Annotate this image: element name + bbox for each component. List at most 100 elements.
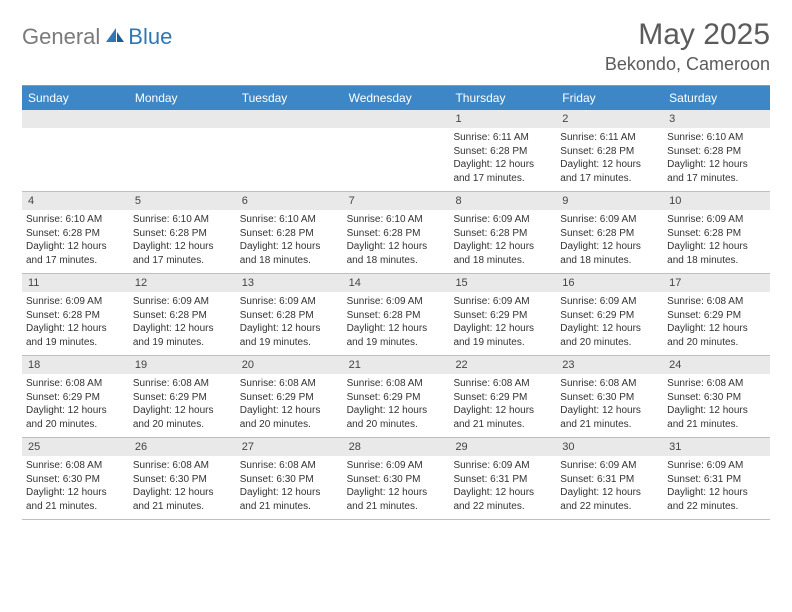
day-number <box>343 110 450 128</box>
dow-saturday: Saturday <box>663 86 770 110</box>
sunrise-line: Sunrise: 6:10 AM <box>133 213 232 227</box>
sunset-line: Sunset: 6:31 PM <box>453 473 552 487</box>
daylight-line: Daylight: 12 hours <box>453 404 552 418</box>
week-row: 25Sunrise: 6:08 AMSunset: 6:30 PMDayligh… <box>22 438 770 520</box>
daylight-line: and 18 minutes. <box>347 254 446 268</box>
daylight-line: and 21 minutes. <box>133 500 232 514</box>
day-number: 14 <box>343 274 450 292</box>
sunset-line: Sunset: 6:30 PM <box>667 391 766 405</box>
week-row: 1Sunrise: 6:11 AMSunset: 6:28 PMDaylight… <box>22 110 770 192</box>
day-cell: 26Sunrise: 6:08 AMSunset: 6:30 PMDayligh… <box>129 438 236 519</box>
daylight-line: and 18 minutes. <box>240 254 339 268</box>
week-row: 18Sunrise: 6:08 AMSunset: 6:29 PMDayligh… <box>22 356 770 438</box>
daylight-line: and 19 minutes. <box>26 336 125 350</box>
daylight-line: Daylight: 12 hours <box>453 158 552 172</box>
sunrise-line: Sunrise: 6:10 AM <box>240 213 339 227</box>
day-number: 6 <box>236 192 343 210</box>
day-cell: 9Sunrise: 6:09 AMSunset: 6:28 PMDaylight… <box>556 192 663 273</box>
sail-icon <box>104 26 126 49</box>
day-number <box>129 110 236 128</box>
sunrise-line: Sunrise: 6:08 AM <box>560 377 659 391</box>
day-number: 1 <box>449 110 556 128</box>
sunrise-line: Sunrise: 6:09 AM <box>453 295 552 309</box>
sunrise-line: Sunrise: 6:09 AM <box>133 295 232 309</box>
day-cell <box>129 110 236 191</box>
day-number: 26 <box>129 438 236 456</box>
dow-sunday: Sunday <box>22 86 129 110</box>
sunrise-line: Sunrise: 6:09 AM <box>453 213 552 227</box>
sunrise-line: Sunrise: 6:11 AM <box>560 131 659 145</box>
sunset-line: Sunset: 6:31 PM <box>667 473 766 487</box>
daylight-line: Daylight: 12 hours <box>667 322 766 336</box>
day-number: 9 <box>556 192 663 210</box>
sunset-line: Sunset: 6:28 PM <box>240 227 339 241</box>
day-cell: 28Sunrise: 6:09 AMSunset: 6:30 PMDayligh… <box>343 438 450 519</box>
sunset-line: Sunset: 6:29 PM <box>133 391 232 405</box>
daylight-line: and 21 minutes. <box>453 418 552 432</box>
day-cell <box>22 110 129 191</box>
day-cell: 21Sunrise: 6:08 AMSunset: 6:29 PMDayligh… <box>343 356 450 437</box>
sunset-line: Sunset: 6:28 PM <box>453 145 552 159</box>
daylight-line: and 21 minutes. <box>26 500 125 514</box>
day-cell: 30Sunrise: 6:09 AMSunset: 6:31 PMDayligh… <box>556 438 663 519</box>
day-cell: 19Sunrise: 6:08 AMSunset: 6:29 PMDayligh… <box>129 356 236 437</box>
sunrise-line: Sunrise: 6:08 AM <box>133 459 232 473</box>
day-cell: 14Sunrise: 6:09 AMSunset: 6:28 PMDayligh… <box>343 274 450 355</box>
daylight-line: Daylight: 12 hours <box>560 486 659 500</box>
day-number: 27 <box>236 438 343 456</box>
dow-wednesday: Wednesday <box>343 86 450 110</box>
sunrise-line: Sunrise: 6:08 AM <box>26 377 125 391</box>
day-number: 3 <box>663 110 770 128</box>
sunset-line: Sunset: 6:30 PM <box>560 391 659 405</box>
sunset-line: Sunset: 6:29 PM <box>240 391 339 405</box>
day-number: 18 <box>22 356 129 374</box>
sunrise-line: Sunrise: 6:09 AM <box>667 459 766 473</box>
sunset-line: Sunset: 6:28 PM <box>667 145 766 159</box>
daylight-line: Daylight: 12 hours <box>667 240 766 254</box>
daylight-line: Daylight: 12 hours <box>240 486 339 500</box>
sunrise-line: Sunrise: 6:11 AM <box>453 131 552 145</box>
daylight-line: and 20 minutes. <box>26 418 125 432</box>
day-cell: 29Sunrise: 6:09 AMSunset: 6:31 PMDayligh… <box>449 438 556 519</box>
day-number: 24 <box>663 356 770 374</box>
week-row: 4Sunrise: 6:10 AMSunset: 6:28 PMDaylight… <box>22 192 770 274</box>
daylight-line: and 22 minutes. <box>560 500 659 514</box>
dow-monday: Monday <box>129 86 236 110</box>
daylight-line: and 21 minutes. <box>560 418 659 432</box>
sunset-line: Sunset: 6:29 PM <box>667 309 766 323</box>
daylight-line: and 21 minutes. <box>240 500 339 514</box>
day-cell: 17Sunrise: 6:08 AMSunset: 6:29 PMDayligh… <box>663 274 770 355</box>
day-number: 28 <box>343 438 450 456</box>
calendar: Sunday Monday Tuesday Wednesday Thursday… <box>22 85 770 520</box>
daylight-line: Daylight: 12 hours <box>667 158 766 172</box>
sunset-line: Sunset: 6:28 PM <box>240 309 339 323</box>
daylight-line: and 17 minutes. <box>667 172 766 186</box>
sunset-line: Sunset: 6:28 PM <box>133 309 232 323</box>
day-number: 11 <box>22 274 129 292</box>
sunrise-line: Sunrise: 6:09 AM <box>560 213 659 227</box>
day-cell: 10Sunrise: 6:09 AMSunset: 6:28 PMDayligh… <box>663 192 770 273</box>
daylight-line: and 17 minutes. <box>26 254 125 268</box>
daylight-line: Daylight: 12 hours <box>26 404 125 418</box>
daylight-line: and 17 minutes. <box>133 254 232 268</box>
sunset-line: Sunset: 6:28 PM <box>347 309 446 323</box>
day-number <box>236 110 343 128</box>
day-cell: 31Sunrise: 6:09 AMSunset: 6:31 PMDayligh… <box>663 438 770 519</box>
daylight-line: and 19 minutes. <box>453 336 552 350</box>
day-cell: 20Sunrise: 6:08 AMSunset: 6:29 PMDayligh… <box>236 356 343 437</box>
sunset-line: Sunset: 6:28 PM <box>667 227 766 241</box>
day-cell: 1 Sunrise: 6:11 AMSunset: 6:28 PMDaylight… <box>449 110 556 191</box>
day-cell: 8Sunrise: 6:09 AMSunset: 6:28 PMDaylight… <box>449 192 556 273</box>
daylight-line: and 19 minutes. <box>240 336 339 350</box>
day-number: 16 <box>556 274 663 292</box>
daylight-line: Daylight: 12 hours <box>240 404 339 418</box>
sunset-line: Sunset: 6:30 PM <box>26 473 125 487</box>
day-cell <box>236 110 343 191</box>
daylight-line: Daylight: 12 hours <box>26 486 125 500</box>
location: Bekondo, Cameroon <box>605 54 770 75</box>
daylight-line: Daylight: 12 hours <box>133 240 232 254</box>
sunset-line: Sunset: 6:28 PM <box>347 227 446 241</box>
day-number: 25 <box>22 438 129 456</box>
daylight-line: and 22 minutes. <box>667 500 766 514</box>
day-number: 13 <box>236 274 343 292</box>
